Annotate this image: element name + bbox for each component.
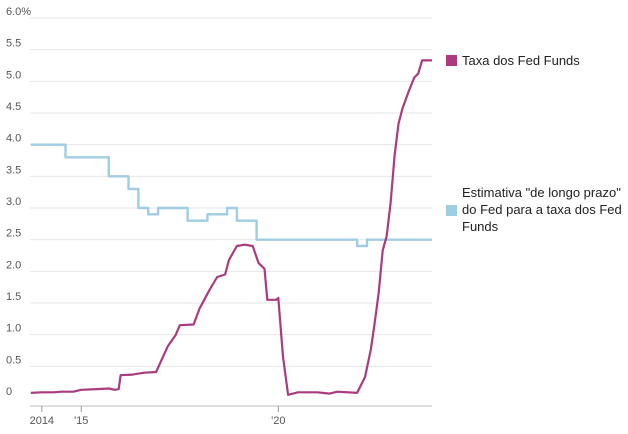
y-tick-label: 2.5 xyxy=(6,228,21,240)
grid-lines xyxy=(30,17,432,367)
y-tick-label: 0.5 xyxy=(6,354,21,366)
y-tick-label: 1.0 xyxy=(6,323,21,335)
y-axis-tick-labels: 0 0.5 1.0 1.5 2.0 2.5 3.0 3.5 4.0 4.5 5.0 5.5 6.0% xyxy=(6,6,31,398)
x-axis: 2014 '15 '20 xyxy=(30,405,432,427)
y-tick-label: 3.0 xyxy=(6,196,21,208)
legend-swatch-long-run-estimate xyxy=(446,205,457,216)
y-tick-label: 2.0 xyxy=(6,259,21,271)
x-tick-label: 2014 xyxy=(30,415,54,427)
y-tick-label: 0 xyxy=(6,386,12,398)
y-tick-label: 4.0 xyxy=(6,133,21,145)
legend-second: Estimativa "de longo prazo" do Fed para … xyxy=(446,184,624,240)
series-lines xyxy=(30,59,432,396)
x-tick-label: '20 xyxy=(271,415,285,427)
y-tick-label: 6.0% xyxy=(6,6,31,18)
series-line-long-run-estimate xyxy=(30,143,432,248)
legend-label-long-run-estimate: Estimativa "de longo prazo" do Fed para … xyxy=(462,185,622,234)
series-line-fed-funds xyxy=(30,59,432,396)
y-tick-label: 1.5 xyxy=(6,291,21,303)
legend: Taxa dos Fed Funds xyxy=(446,52,624,72)
y-tick-label: 3.5 xyxy=(6,164,21,176)
legend-swatch-fed-funds xyxy=(446,55,457,66)
legend-label-fed-funds: Taxa dos Fed Funds xyxy=(462,53,580,68)
y-tick-label: 4.5 xyxy=(6,101,21,113)
y-tick-label: 5.0 xyxy=(6,69,21,81)
x-tick-label: '15 xyxy=(74,415,88,427)
y-tick-label: 5.5 xyxy=(6,38,21,50)
